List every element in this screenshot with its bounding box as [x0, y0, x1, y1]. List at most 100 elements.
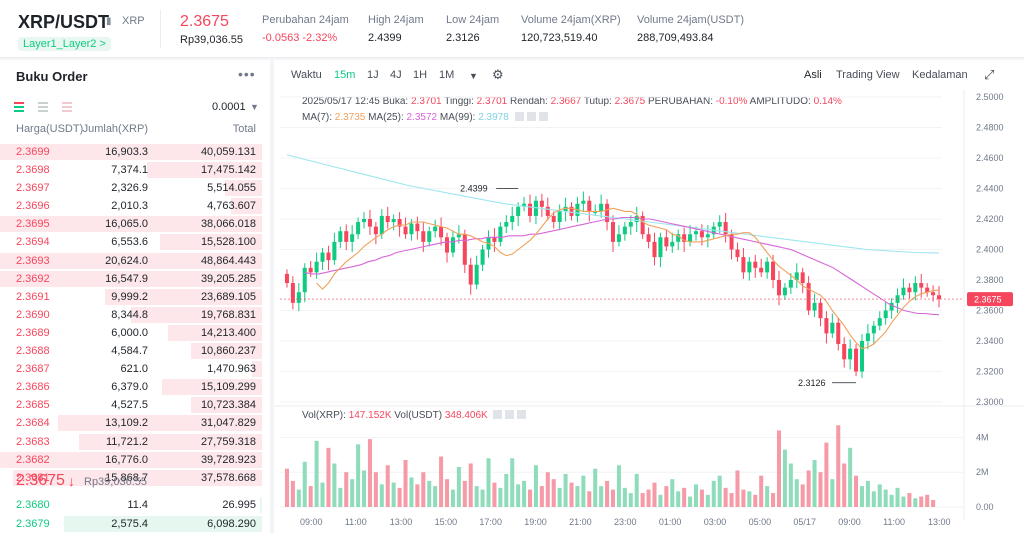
mid-price-fiat: Rp39,036.55: [84, 476, 147, 488]
candle-body: [634, 215, 639, 223]
ask-total: 40,059.131: [200, 146, 256, 158]
x-tick-label: 05/17: [793, 517, 816, 527]
candle-body: [314, 261, 319, 273]
vol-settings-icon[interactable]: [493, 410, 503, 419]
candle-body: [350, 234, 355, 242]
bid-row[interactable]: 2.3680 11.4 26.995: [0, 496, 270, 514]
view-asli[interactable]: Asli: [804, 69, 822, 81]
expand-icon[interactable]: ⤢: [984, 67, 995, 82]
volume-bar: [605, 480, 610, 507]
candle-body: [776, 280, 781, 296]
ask-row[interactable]: 2.3685 4,527.5 10,723.384: [0, 396, 270, 414]
view-kedalaman[interactable]: Kedalaman: [912, 69, 968, 81]
view-asks-icon[interactable]: [62, 102, 72, 112]
volume-bar: [765, 486, 770, 507]
volume-bar: [332, 463, 337, 507]
volume-bar: [812, 460, 817, 507]
view-bids-icon[interactable]: [38, 102, 48, 112]
ask-row[interactable]: 2.3692 16,547.9 39,205.285: [0, 270, 270, 288]
candle-body: [551, 215, 556, 223]
ask-row[interactable]: 2.3698 7,374.1 17,475.142: [0, 161, 270, 179]
ask-price: 2.3688: [16, 345, 50, 358]
ma-hide-icon[interactable]: [526, 112, 536, 121]
view-trading-view[interactable]: Trading View: [836, 69, 900, 81]
tab-15m[interactable]: 15m: [334, 69, 356, 81]
candlestick-chart[interactable]: 2.5000 2.4800 2.4600 2.4400 2.4200 2.4000 2.38…: [274, 60, 1024, 533]
ask-row[interactable]: 2.3699 16,903.3 40,059.131: [0, 143, 270, 161]
ask-row[interactable]: 2.3688 4,584.7 10,860.237: [0, 342, 270, 360]
candle-body: [723, 222, 728, 235]
x-tick-label: 05:00: [749, 517, 772, 527]
ask-row[interactable]: 2.3697 2,326.9 5,514.055: [0, 179, 270, 197]
candle-body: [445, 237, 450, 253]
tab-1j[interactable]: 1J: [367, 69, 379, 81]
sector-tag[interactable]: Layer1_Layer2 >: [18, 37, 111, 51]
ask-row[interactable]: 2.3682 16,776.0 39,728.923: [0, 451, 270, 469]
pair-title[interactable]: XRP/USDT: [18, 12, 110, 32]
ask-row[interactable]: 2.3681 15,868.7 37,578.668: [0, 469, 270, 487]
ask-row[interactable]: 2.3686 6,379.0 15,109.299: [0, 378, 270, 396]
volume-bar: [711, 480, 716, 507]
more-icon[interactable]: •••: [238, 66, 256, 82]
tab-waktu[interactable]: Waktu: [291, 69, 322, 81]
ask-qty: 4,527.5: [111, 399, 148, 412]
candle-body: [391, 219, 396, 223]
ask-row[interactable]: 2.3693 20,624.0 48,864.443: [0, 252, 270, 270]
chevron-down-icon[interactable]: ▼: [250, 102, 259, 112]
vol-hide-icon[interactable]: [505, 410, 515, 419]
candle-body: [362, 219, 367, 223]
ask-row[interactable]: 2.3684 13,109.2 31,047.829: [0, 414, 270, 432]
candle-body: [356, 222, 361, 235]
ask-row[interactable]: 2.3691 9,999.2 23,689.105: [0, 288, 270, 306]
ask-row[interactable]: 2.3689 6,000.0 14,213.400: [0, 324, 270, 342]
volume-bar: [693, 484, 699, 507]
volume-info: Vol(XRP): 147.152K Vol(USDT) 348.406K: [302, 410, 527, 421]
tab-1m[interactable]: 1M: [439, 69, 455, 81]
x-tick-label: 19:00: [524, 517, 547, 527]
y-tick-label: 2.4800: [976, 123, 1004, 133]
mid-price: 2.3675: [16, 472, 65, 489]
ma-settings-icon[interactable]: [514, 112, 524, 121]
ask-row[interactable]: 2.3695 16,065.0 38,066.018: [0, 215, 270, 233]
ask-row[interactable]: 2.3696 2,010.3 4,763.607: [0, 197, 270, 215]
candle-body: [800, 272, 805, 284]
volume-bar: [492, 482, 497, 507]
ask-qty: 16,776.0: [105, 453, 148, 466]
volume-bar: [527, 489, 533, 507]
bid-row[interactable]: 2.3679 2,575.4 6,098.290: [0, 515, 270, 533]
depth-bar: [0, 451, 262, 468]
volume-bar: [889, 494, 894, 507]
volume-bar: [409, 477, 414, 507]
ask-price: 2.3684: [16, 417, 50, 430]
ask-row[interactable]: 2.3694 6,553.6 15,528.100: [0, 233, 270, 251]
ma-close-icon[interactable]: [538, 112, 548, 121]
precision-select[interactable]: 0.0001: [212, 101, 246, 113]
candle-body: [545, 206, 550, 216]
ask-total: 39,728.923: [200, 453, 256, 466]
depth-bar: [191, 343, 262, 360]
ask-row[interactable]: 2.3690 8,344.8 19,768.831: [0, 306, 270, 324]
interval-dropdown-icon[interactable]: ▼: [469, 71, 478, 81]
copy-icon[interactable]: ▮: [106, 16, 112, 27]
volume-bar: [676, 491, 681, 507]
volume-bar: [688, 496, 693, 507]
volume-bar: [551, 479, 556, 507]
candle-body: [854, 348, 859, 372]
volume-bar: [338, 487, 343, 507]
gear-icon[interactable]: ⚙: [492, 67, 504, 82]
volume-bar: [403, 460, 408, 507]
candle-body: [527, 203, 533, 216]
ask-row[interactable]: 2.3687 621.0 1,470.963: [0, 360, 270, 378]
volume-bar: [533, 465, 538, 507]
candle-body: [806, 283, 811, 311]
ma25-line: [304, 216, 940, 316]
ask-row[interactable]: 2.3683 11,721.2 27,759.318: [0, 433, 270, 451]
candle-body: [332, 241, 337, 261]
view-both-icon[interactable]: [14, 102, 24, 112]
candle-body: [717, 222, 722, 227]
vol-close-icon[interactable]: [517, 410, 527, 419]
tab-4j[interactable]: 4J: [390, 69, 402, 81]
tab-1h[interactable]: 1H: [413, 69, 428, 81]
candle-body: [676, 234, 681, 242]
candle-body: [747, 261, 752, 273]
